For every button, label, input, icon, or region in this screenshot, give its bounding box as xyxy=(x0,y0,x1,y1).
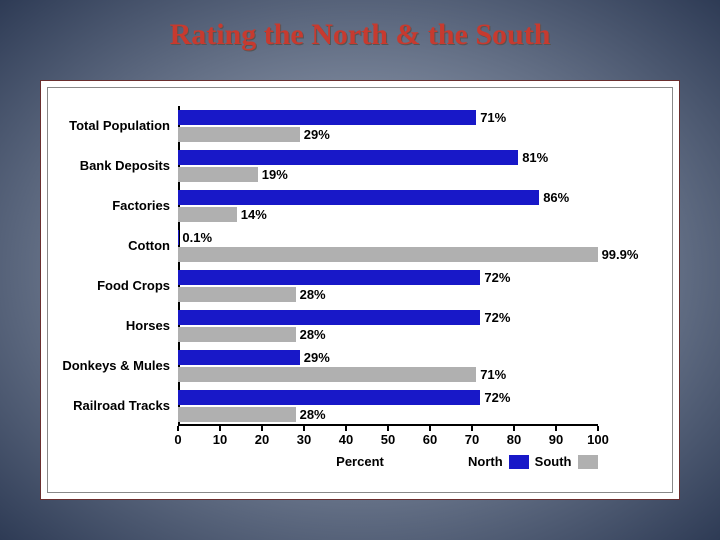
bar-value-label: 28% xyxy=(300,327,326,342)
x-tick xyxy=(513,426,515,431)
bar-north xyxy=(178,350,300,365)
x-tick-label: 40 xyxy=(339,432,353,447)
x-tick-label: 20 xyxy=(255,432,269,447)
chart-frame: 0 10 20 30 40 50 60 70 80 90 100 Total Population 71… xyxy=(40,80,680,500)
x-tick-label: 30 xyxy=(297,432,311,447)
x-tick xyxy=(261,426,263,431)
bar-value-label: 72% xyxy=(484,270,510,285)
plot-region: 0102030405060708090100Total Population71… xyxy=(178,106,598,426)
bar-south xyxy=(178,167,258,182)
legend-swatch xyxy=(509,455,529,469)
x-tick xyxy=(471,426,473,431)
bar-value-label: 19% xyxy=(262,167,288,182)
category-label: Railroad Tracks xyxy=(73,398,170,413)
chart-inner: 0 10 20 30 40 50 60 70 80 90 100 Total Population 71… xyxy=(47,87,673,493)
x-tick xyxy=(555,426,557,431)
bar-value-label: 14% xyxy=(241,207,267,222)
x-tick-label: 50 xyxy=(381,432,395,447)
bar-value-label: 71% xyxy=(480,110,506,125)
bar-north xyxy=(178,270,480,285)
bar-south xyxy=(178,247,598,262)
x-tick-label: 60 xyxy=(423,432,437,447)
x-tick-label: 90 xyxy=(549,432,563,447)
slide-background: Rating the North & the South 0 10 20 30 40 50… xyxy=(0,0,720,540)
bar-south xyxy=(178,127,300,142)
x-tick-label: 70 xyxy=(465,432,479,447)
x-tick xyxy=(177,426,179,431)
legend-swatch xyxy=(578,455,598,469)
legend-label: North xyxy=(468,454,503,469)
bar-value-label: 29% xyxy=(304,127,330,142)
bar-north xyxy=(178,230,179,245)
category-label: Bank Deposits xyxy=(80,158,170,173)
bar-north xyxy=(178,310,480,325)
x-tick-label: 100 xyxy=(587,432,609,447)
bar-south xyxy=(178,327,296,342)
bar-south xyxy=(178,287,296,302)
x-tick-label: 80 xyxy=(507,432,521,447)
category-label: Donkeys & Mules xyxy=(62,358,170,373)
bar-value-label: 81% xyxy=(522,150,548,165)
bar-value-label: 99.9% xyxy=(602,247,639,262)
bar-north xyxy=(178,190,539,205)
bar-south xyxy=(178,367,476,382)
category-label: Food Crops xyxy=(97,278,170,293)
category-label: Factories xyxy=(112,198,170,213)
bar-south xyxy=(178,207,237,222)
x-tick xyxy=(387,426,389,431)
bar-south xyxy=(178,407,296,422)
legend: North South xyxy=(468,454,598,469)
x-tick xyxy=(597,426,599,431)
bar-value-label: 28% xyxy=(300,407,326,422)
legend-label: South xyxy=(535,454,572,469)
bar-value-label: 71% xyxy=(480,367,506,382)
x-axis-title: Percent xyxy=(336,454,384,469)
bar-value-label: 29% xyxy=(304,350,330,365)
bar-north xyxy=(178,110,476,125)
bar-value-label: 86% xyxy=(543,190,569,205)
category-label: Horses xyxy=(126,318,170,333)
bar-value-label: 72% xyxy=(484,390,510,405)
bar-value-label: 0.1% xyxy=(182,230,212,245)
bar-north xyxy=(178,150,518,165)
x-tick xyxy=(429,426,431,431)
x-tick xyxy=(219,426,221,431)
x-tick xyxy=(345,426,347,431)
bar-value-label: 28% xyxy=(300,287,326,302)
bar-north xyxy=(178,390,480,405)
bar-value-label: 72% xyxy=(484,310,510,325)
slide-title: Rating the North & the South xyxy=(0,0,720,52)
x-tick-label: 0 xyxy=(174,432,181,447)
x-tick xyxy=(303,426,305,431)
category-label: Total Population xyxy=(69,118,170,133)
x-tick-label: 10 xyxy=(213,432,227,447)
category-label: Cotton xyxy=(128,238,170,253)
